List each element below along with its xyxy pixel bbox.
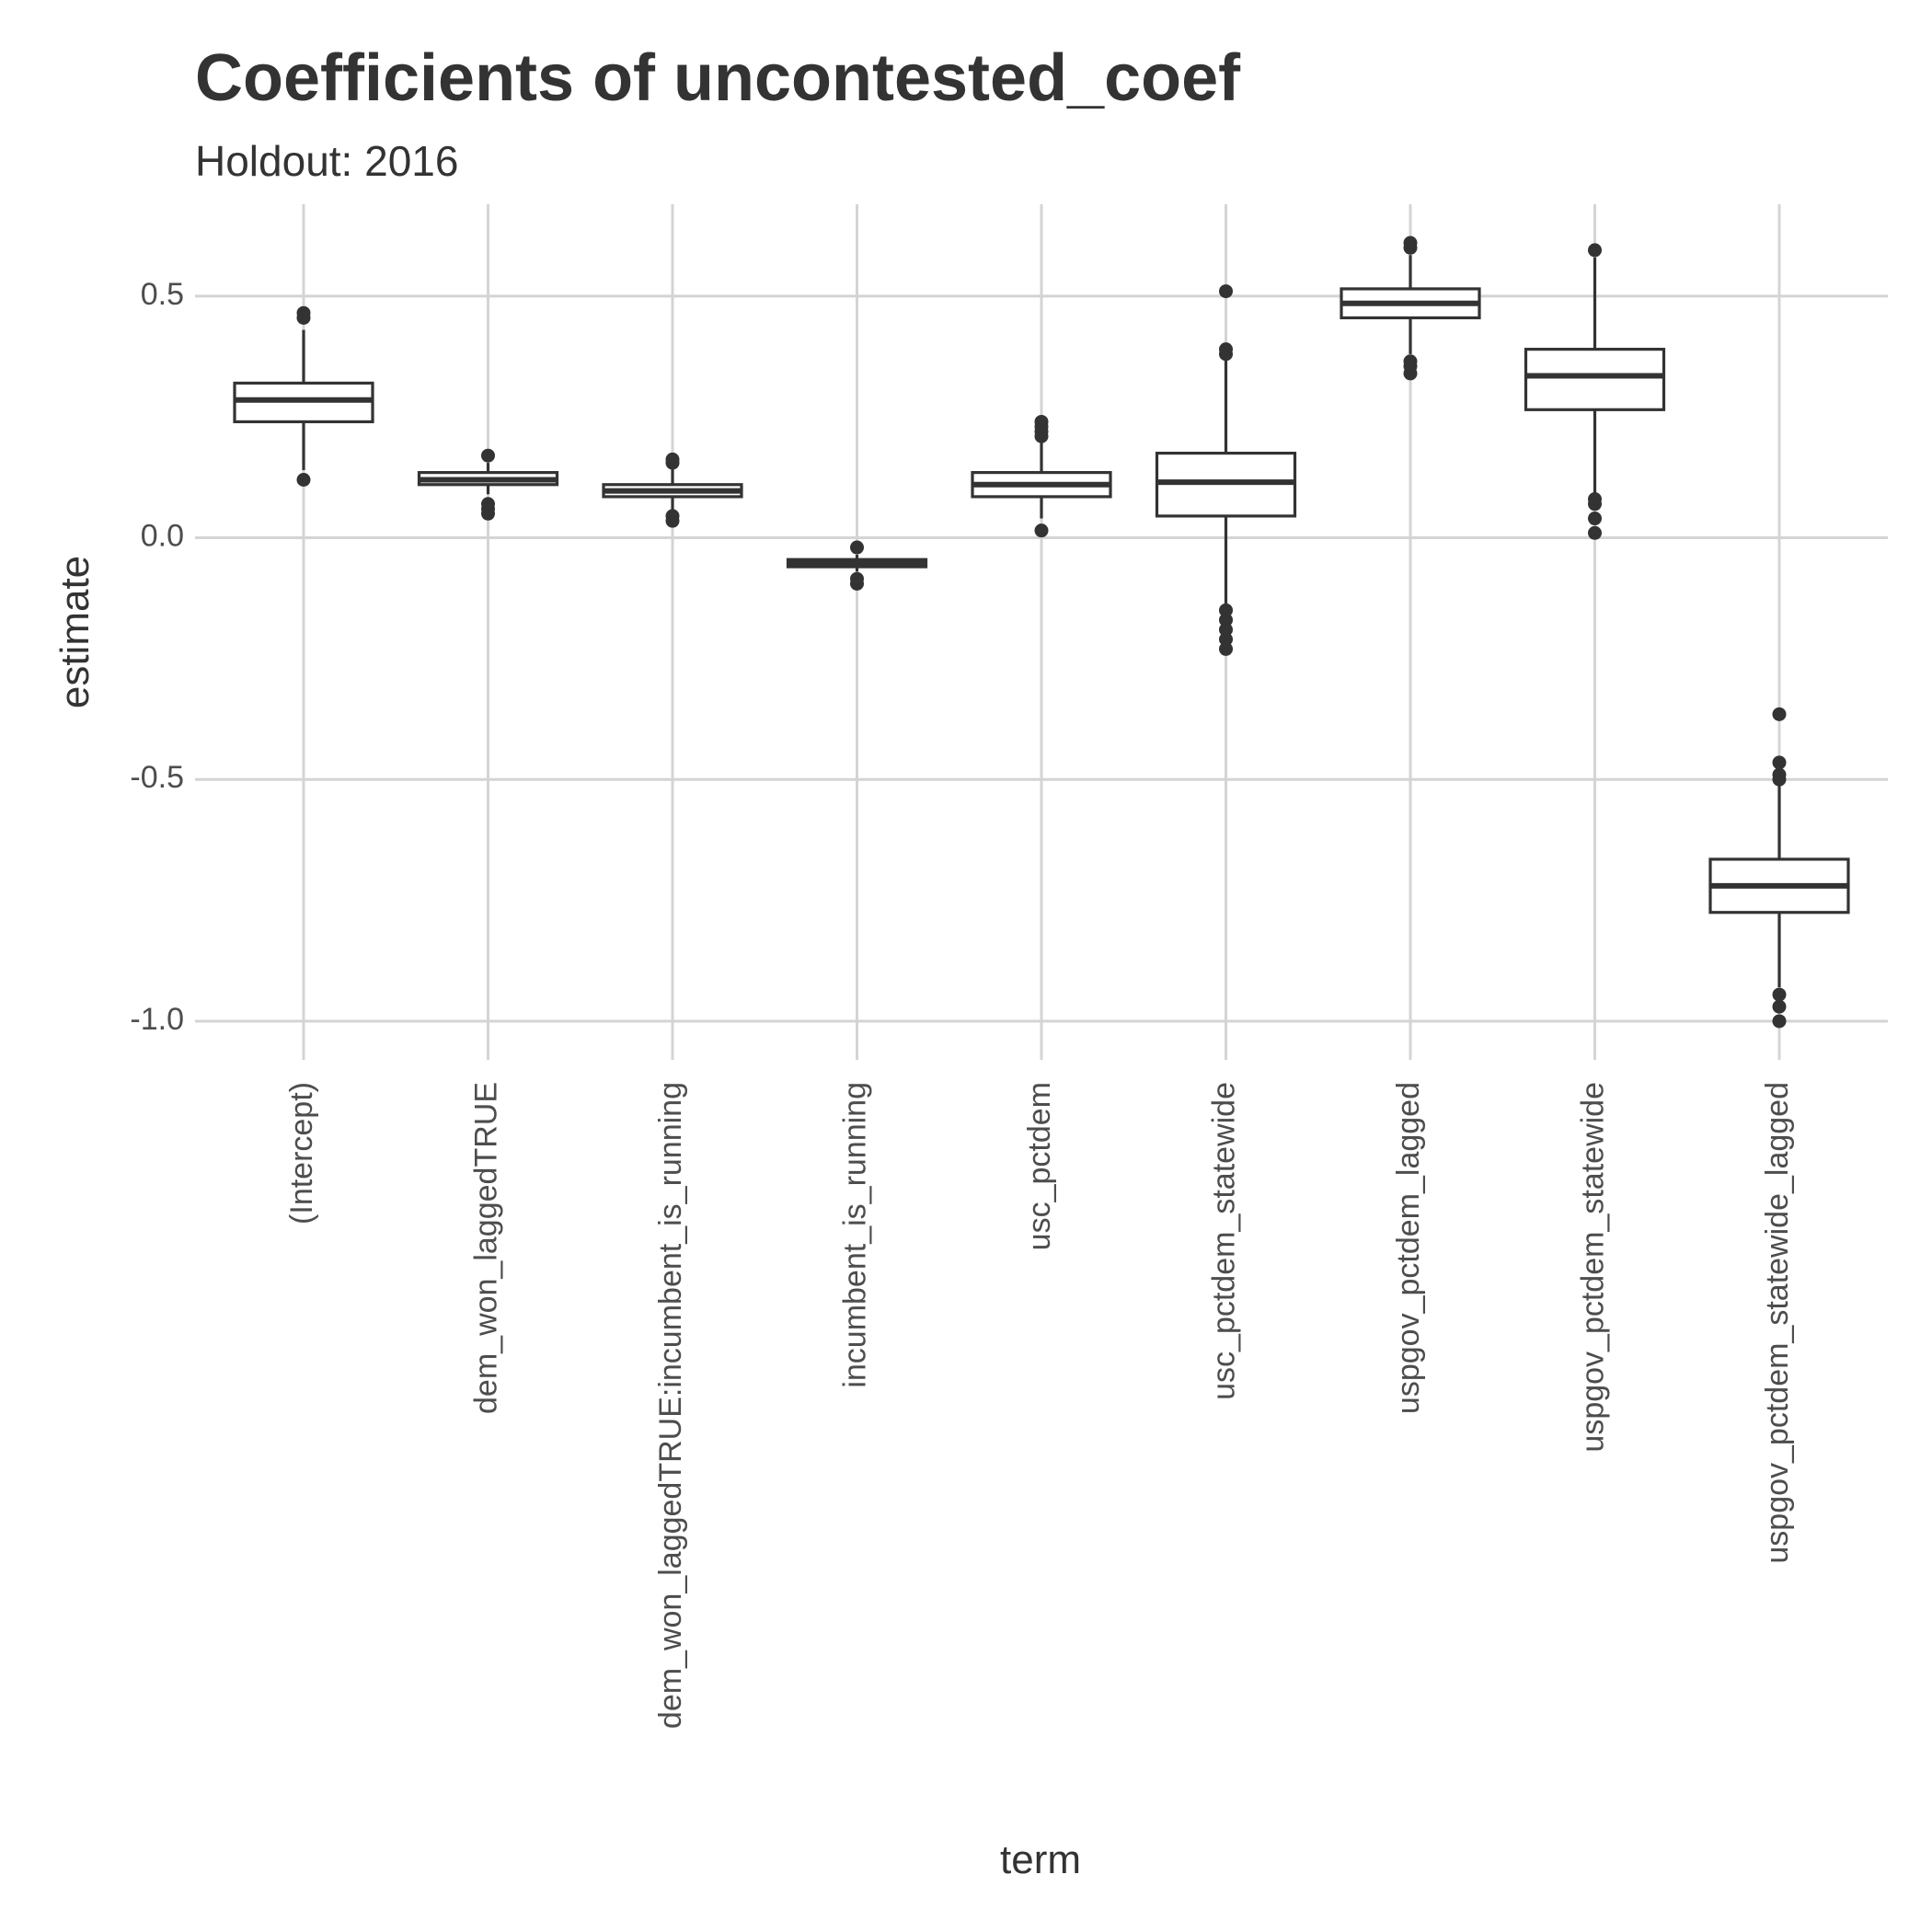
x-tick-label: usc_pctdem_statewide <box>1206 1082 1241 1400</box>
x-axis-title: term <box>1000 1837 1081 1882</box>
outlier-point <box>296 305 311 320</box>
outlier-point <box>665 509 680 523</box>
outlier-point <box>1219 284 1233 299</box>
outlier-point <box>1772 987 1787 1002</box>
x-tick-label: uspgov_pctdem_statewide <box>1575 1082 1610 1453</box>
outlier-point <box>850 571 864 586</box>
x-tick-label: uspgov_pctdem_statewide_lagged <box>1760 1082 1795 1564</box>
x-tick-label: dem_won_laggedTRUE:incumbent_is_running <box>653 1082 688 1729</box>
outlier-point <box>1772 999 1787 1014</box>
outlier-point <box>1772 755 1787 770</box>
box-group <box>233 305 374 487</box>
box-group <box>786 540 928 591</box>
y-axis-title: estimate <box>52 556 98 708</box>
outlier-point <box>296 472 311 487</box>
box-group <box>971 414 1112 538</box>
x-tick-label: uspgov_pctdem_lagged <box>1391 1082 1426 1414</box>
outlier-point <box>1588 525 1602 540</box>
x-tick-label: dem_won_laggedTRUE <box>468 1082 503 1414</box>
outlier-point <box>1772 767 1787 782</box>
x-tick-label: usc_pctdem <box>1022 1082 1057 1250</box>
x-tick-labels: (Intercept) dem_won_laggedTRUE dem_won_lag… <box>284 1082 1795 1729</box>
x-tick-label: incumbent_is_running <box>837 1082 872 1388</box>
outlier-point <box>1219 613 1233 627</box>
outlier-point <box>1588 243 1602 258</box>
outlier-point <box>1219 622 1233 637</box>
outlier-point <box>1588 512 1602 526</box>
outlier-point <box>1403 354 1418 369</box>
grid-lines <box>195 204 1888 1060</box>
outlier-point <box>665 452 680 466</box>
box-group <box>1340 236 1481 381</box>
outlier-point <box>1588 492 1602 507</box>
outlier-point <box>1219 641 1233 656</box>
box-group <box>1708 707 1850 1029</box>
x-tick-label: (Intercept) <box>284 1082 319 1225</box>
outlier-point <box>1219 603 1233 617</box>
outlier-point <box>1772 1014 1787 1029</box>
box-group <box>417 448 559 521</box>
y-tick-labels: 0.5 0.0 -0.5 -1.0 <box>130 277 184 1037</box>
outlier-point <box>481 497 495 512</box>
box-group <box>602 452 743 528</box>
chart-title: Coefficients of uncontested_coef <box>195 41 1241 115</box>
outlier-point <box>481 448 495 463</box>
outlier-point <box>1403 236 1418 250</box>
box-group <box>1155 284 1297 656</box>
box-group <box>1524 243 1666 540</box>
outlier-point <box>1219 342 1233 357</box>
boxes <box>233 236 1850 1029</box>
outlier-point <box>850 540 864 555</box>
y-tick-label: -0.5 <box>130 760 184 795</box>
y-tick-label: 0.0 <box>141 519 184 554</box>
box <box>1524 348 1666 411</box>
outlier-point <box>1772 707 1787 721</box>
outlier-point <box>1219 632 1233 647</box>
outlier-point <box>1034 414 1049 429</box>
outlier-point <box>1034 523 1049 538</box>
y-tick-label: -1.0 <box>130 1002 184 1037</box>
chart-subtitle: Holdout: 2016 <box>195 137 459 185</box>
y-tick-label: 0.5 <box>141 277 184 312</box>
